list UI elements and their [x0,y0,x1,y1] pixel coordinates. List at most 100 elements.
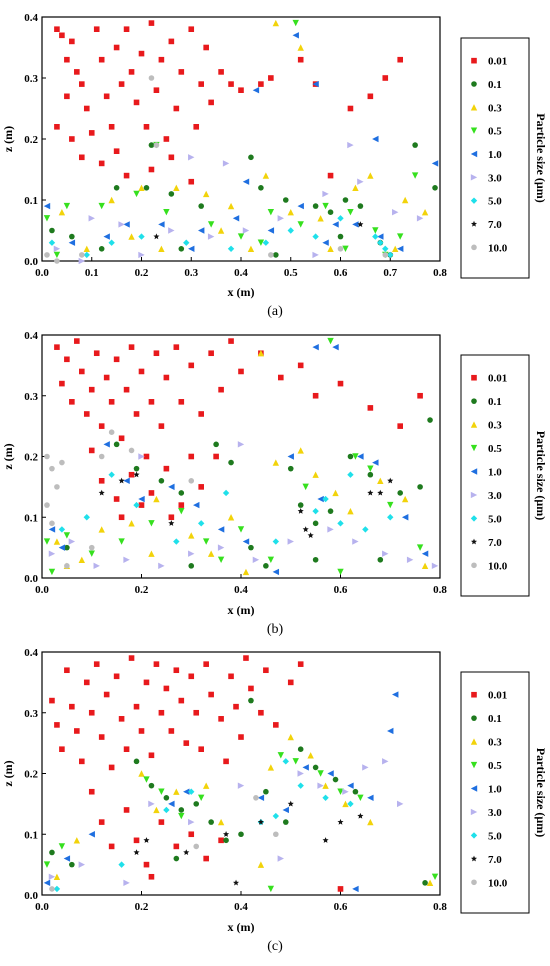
data-point-3_0 [88,215,95,222]
data-point-0_01 [178,502,185,508]
x-tick-label: 0.4 [234,267,248,279]
data-point-0_01 [208,350,214,357]
data-point-0_01 [108,124,115,130]
data-point-0_01 [118,716,125,722]
data-point-0_01 [168,728,175,734]
data-point-1_0 [43,202,51,210]
panel-label: (c) [267,939,283,954]
data-point-0_3 [392,245,399,252]
data-point-0_01 [113,496,120,502]
data-point-3_0 [277,855,284,862]
data-point-7_0 [322,837,329,843]
data-point-10_0 [188,478,195,484]
data-point-0_3 [272,459,280,466]
data-point-0_01 [88,447,95,454]
data-point-0_1 [332,776,339,783]
y-tick-label: 0.2 [24,769,38,781]
legend-label: 7.0 [488,219,502,231]
data-point-0_3 [287,209,294,216]
data-point-0_5 [367,465,374,472]
data-point-0_1 [223,837,229,844]
data-point-5_0 [133,501,140,509]
data-point-0_01 [367,405,374,411]
data-point-5_0 [337,520,344,527]
data-point-3_0 [118,221,125,228]
data-point-0_01 [273,722,279,728]
data-point-3_0 [342,788,349,795]
data-point-0_01 [64,356,70,363]
data-point-0_01 [74,338,80,344]
data-point-5_0 [53,885,61,893]
data-point-1_0 [372,135,379,143]
data-point-1_0 [352,221,359,228]
data-point-0_01 [168,38,175,45]
data-point-0_3 [367,818,374,826]
data-point-0_01 [188,673,195,680]
data-point-3_0 [123,556,130,563]
data-point-0_1 [248,544,254,551]
legend-marker-0_3 [470,421,478,428]
data-point-0_5 [63,532,71,539]
data-point-3_0 [78,861,85,868]
x-tick-label: 0.0 [35,267,49,279]
data-point-0_1 [148,142,155,148]
data-point-0_5 [217,556,225,563]
data-point-0_5 [48,568,56,576]
data-point-0_1 [228,459,234,466]
data-point-0_3 [262,172,270,179]
data-point-0_01 [203,855,209,862]
data-point-0_1 [198,203,204,209]
data-point-0_01 [69,399,75,405]
data-point-0_01 [173,667,180,674]
data-point-0_1 [173,855,180,862]
data-point-0_5 [43,861,51,868]
data-point-10_0 [54,484,60,490]
data-point-10_0 [64,563,70,569]
data-point-0_5 [158,788,165,795]
x-tick-label: 0.6 [334,584,348,596]
data-point-0_3 [272,19,280,27]
data-point-5_0 [262,239,270,246]
data-point-0_01 [153,661,160,667]
data-point-7_0 [223,831,230,837]
data-point-0_01 [108,764,115,771]
data-point-0_01 [59,746,65,752]
data-point-0_01 [188,831,195,838]
data-point-0_3 [322,782,329,789]
data-point-0_01 [228,673,234,680]
data-point-1_0 [317,495,324,503]
data-point-0_01 [74,69,80,75]
data-point-5_0 [282,758,289,765]
data-point-0_01 [163,465,170,472]
data-point-0_01 [123,172,130,179]
data-point-0_01 [268,75,274,81]
data-point-5_0 [48,239,56,246]
data-point-0_01 [148,490,155,496]
data-point-5_0 [272,812,280,820]
data-point-7_0 [133,471,140,478]
data-point-0_01 [193,124,200,130]
data-point-0_1 [133,758,140,765]
data-point-0_5 [411,172,419,179]
legend-label: 5.0 [488,830,502,842]
data-point-0_3 [377,477,384,484]
data-point-10_0 [337,246,344,252]
data-point-0_3 [421,209,429,216]
data-point-0_3 [257,861,265,868]
data-point-10_0 [128,447,135,454]
data-point-0_5 [267,556,275,563]
y-tick-label: 0.0 [24,890,38,902]
legend-label: 10.0 [488,242,508,254]
data-point-0_01 [168,154,175,161]
legend-marker-1_0 [470,150,478,158]
data-point-0_01 [243,655,249,661]
data-point-0_5 [267,209,275,216]
data-point-0_3 [317,215,324,222]
data-point-7_0 [357,812,364,819]
legend-label: 0.3 [488,420,502,432]
y-tick-label: 0.0 [24,256,38,268]
data-point-1_0 [392,691,399,698]
data-point-10_0 [88,544,95,551]
data-point-0_5 [43,215,51,222]
data-point-5_0 [198,520,205,527]
